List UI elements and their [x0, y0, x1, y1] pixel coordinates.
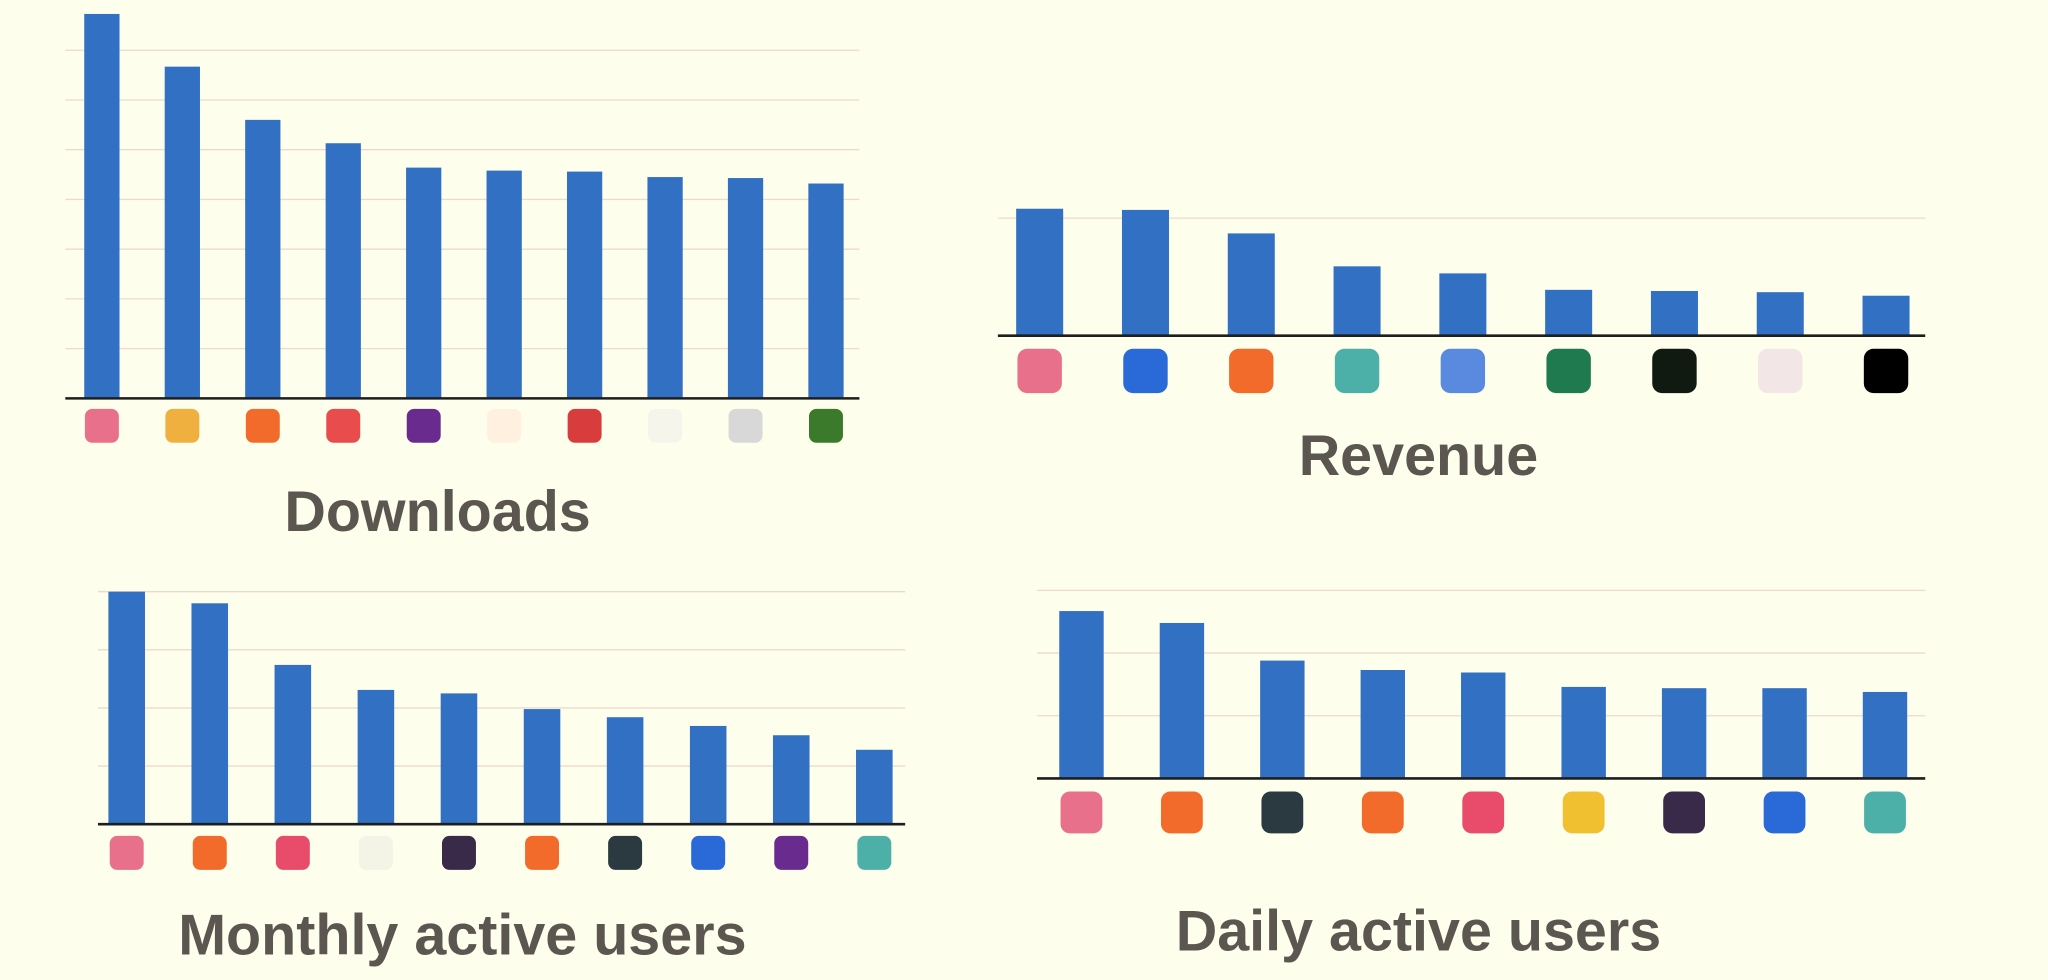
bar [1762, 688, 1807, 779]
app-icon [406, 408, 441, 443]
bar [1016, 208, 1064, 336]
bar [856, 749, 893, 825]
bar [1059, 611, 1104, 779]
app-icon [857, 835, 892, 870]
app-icon [1546, 348, 1591, 394]
app-icon [192, 835, 227, 870]
bar [357, 689, 395, 825]
app-icon [1261, 791, 1304, 834]
app-icon [608, 835, 643, 870]
app-icon [487, 408, 522, 443]
bar [1545, 289, 1593, 336]
bar [1439, 273, 1487, 336]
bar [325, 143, 361, 399]
app-icon [1440, 348, 1486, 394]
bar [1561, 686, 1606, 779]
app-icon [1652, 348, 1697, 394]
app-icon [358, 835, 393, 870]
app-icon [1758, 348, 1803, 394]
chart-panel: Monthly active users [97, 591, 906, 967]
bar [245, 119, 281, 399]
app-icon [326, 408, 361, 443]
chart-title: Daily active users [1176, 899, 1661, 963]
app-icon [1017, 348, 1062, 394]
bar [772, 735, 810, 825]
bar [486, 170, 522, 399]
bar [274, 664, 312, 825]
bar [406, 167, 442, 399]
app-icon [728, 408, 763, 443]
chart-panel: Revenue [997, 208, 1926, 488]
app-icon [441, 835, 476, 870]
app-icon [1562, 791, 1605, 834]
bar [1461, 672, 1506, 779]
bar [1333, 266, 1381, 336]
app-icon [774, 835, 809, 870]
bar [689, 725, 727, 825]
app-icon [809, 408, 843, 443]
bar [1227, 233, 1275, 336]
app-icon [275, 835, 310, 870]
app-icon [1462, 791, 1505, 834]
bar [566, 171, 603, 399]
app-icon [245, 408, 280, 443]
app-icon [1060, 791, 1103, 834]
app-icon [648, 408, 683, 443]
chart-panel: Downloads [65, 13, 860, 544]
app-icon [1361, 791, 1404, 834]
bar [1862, 691, 1908, 779]
app-icon [1663, 791, 1706, 834]
bar [1360, 669, 1405, 779]
app-icon [109, 835, 144, 870]
app-icon [1161, 791, 1203, 834]
bar [108, 591, 145, 825]
bar [647, 177, 683, 399]
app-icon [1334, 348, 1380, 394]
bar [523, 709, 561, 825]
bar [84, 13, 120, 399]
chart-title: Revenue [1299, 424, 1539, 488]
app-icon [525, 835, 560, 870]
bar [1260, 660, 1305, 779]
bar [808, 183, 844, 399]
bar [1650, 291, 1698, 336]
bar [1756, 292, 1804, 336]
bar [191, 603, 229, 825]
bar [440, 693, 478, 825]
app-icon [1863, 348, 1909, 394]
app-icon [1864, 791, 1906, 834]
chart-title: Downloads [284, 480, 590, 544]
app-icon [1123, 348, 1168, 394]
app-icon [567, 408, 602, 443]
app-icon [1763, 791, 1806, 834]
bar [1159, 622, 1205, 779]
bar [1661, 688, 1707, 779]
app-icon [691, 835, 726, 870]
app-icon [84, 408, 119, 443]
app-icon [1229, 348, 1274, 394]
bar [164, 66, 200, 399]
bar [727, 178, 764, 399]
bar [606, 717, 644, 825]
app-icon [165, 408, 200, 443]
bar [1121, 209, 1169, 336]
chart-title: Monthly active users [178, 903, 746, 967]
bar [1862, 295, 1910, 336]
chart-panel: Daily active users [1037, 589, 1926, 963]
